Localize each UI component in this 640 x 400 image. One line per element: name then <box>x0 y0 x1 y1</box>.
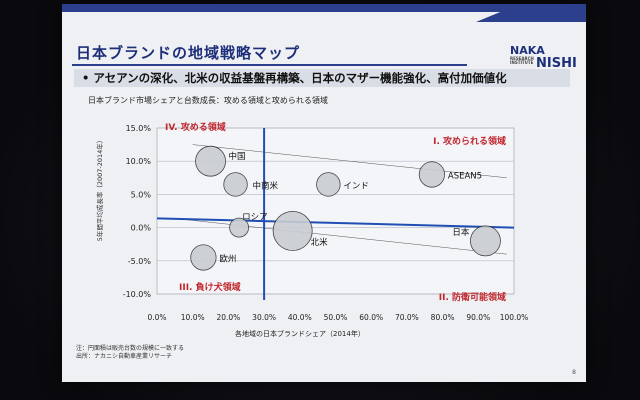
bullet-background <box>74 69 570 87</box>
source-note: 出所：ナカニシ自動車産業リサーチ <box>76 353 173 360</box>
title-underline <box>72 64 467 66</box>
y-tick-label: -10.0% <box>123 290 152 299</box>
bubble-label: ASEAN5 <box>448 171 482 181</box>
slide-corner-band <box>476 12 586 22</box>
x-tick-label: 60.0% <box>359 313 383 322</box>
x-tick-label: 100.0% <box>500 313 529 322</box>
bubble-label: インド <box>343 181 369 191</box>
trend-line-upper <box>192 144 507 179</box>
y-tick-label: -5.0% <box>128 257 152 266</box>
quadrant-label: I. 攻められる領域 <box>433 135 506 147</box>
bullet-point: • アセアンの深化、北米の収益基盤再構築、日本のマザー機能強化、高付加価値化 <box>82 71 507 85</box>
logo-small-text: RESEARCH INSTITUTE <box>510 56 534 65</box>
bubble-label: ロシア <box>242 213 268 223</box>
y-tick-label: 5.0% <box>131 190 152 199</box>
x-tick-label: 50.0% <box>324 313 348 322</box>
x-tick-label: 40.0% <box>288 313 312 322</box>
quadrant-bubble-chart: 15.0% 10.0% 5.0% 0.0% -5.0% -10.0% 0.0% 10.0% 20… <box>123 121 529 322</box>
bubble-label: 中国 <box>229 151 246 162</box>
x-axis-label: 各地域の日本ブランドシェア（2014年） <box>235 330 365 338</box>
bubble-point <box>190 244 217 271</box>
x-tick-label: 90.0% <box>466 313 490 322</box>
quadrant-label: III. 負け犬領域 <box>179 281 241 293</box>
y-axis-label: 5年間平均成長率（2007-2014年） <box>96 136 104 242</box>
page-number: 8 <box>572 369 576 376</box>
divider-horizontal <box>156 217 515 229</box>
bubble-point <box>272 210 313 251</box>
x-tick-label: 80.0% <box>431 313 455 322</box>
bubble-point <box>195 145 226 177</box>
bubble-label: 中南米 <box>253 180 279 191</box>
bubble-point <box>470 225 501 257</box>
quadrant-label: IV. 攻める領域 <box>165 121 226 133</box>
y-tick-label: 0.0% <box>131 224 152 233</box>
x-tick-label: 20.0% <box>216 313 240 322</box>
chart-subtitle: 日本ブランド市場シェアと台数成長：攻める領域と攻められる領域 <box>88 96 328 105</box>
x-tick-label: 10.0% <box>181 313 205 322</box>
presentation-slide: 日本ブランドの地域戦略マップ NAKA RESEARCH INSTITUTE N… <box>62 4 586 382</box>
y-tick-label: 15.0% <box>126 124 152 133</box>
bullet-text: アセアンの深化、北米の収益基盤再構築、日本のマザー機能強化、高付加価値化 <box>93 71 507 85</box>
bubble-point <box>229 217 250 238</box>
x-tick-label: 70.0% <box>395 313 419 322</box>
x-tick-label: 0.0% <box>147 313 166 322</box>
bubble-point <box>223 172 248 197</box>
slide-title: 日本ブランドの地域戦略マップ <box>76 44 301 62</box>
logo-line1: NAKA <box>510 44 545 57</box>
quadrant-label: II. 防衛可能領域 <box>439 291 506 303</box>
x-tick-label: 30.0% <box>252 313 276 322</box>
footnote: 注：円面積は販売台数の規模に一致する <box>76 345 185 352</box>
bubble-label: 北米 <box>311 237 329 248</box>
bubble-point <box>418 161 445 188</box>
y-tick-label: 10.0% <box>126 157 152 166</box>
slide-top-band <box>62 4 586 12</box>
bubble-point <box>316 172 341 197</box>
logo-line2: NISHI <box>536 56 577 71</box>
company-logo: NAKA RESEARCH INSTITUTE NISHI <box>510 44 580 74</box>
bubble-label: 欧州 <box>219 253 236 264</box>
bubble-label: 日本 <box>452 227 470 238</box>
